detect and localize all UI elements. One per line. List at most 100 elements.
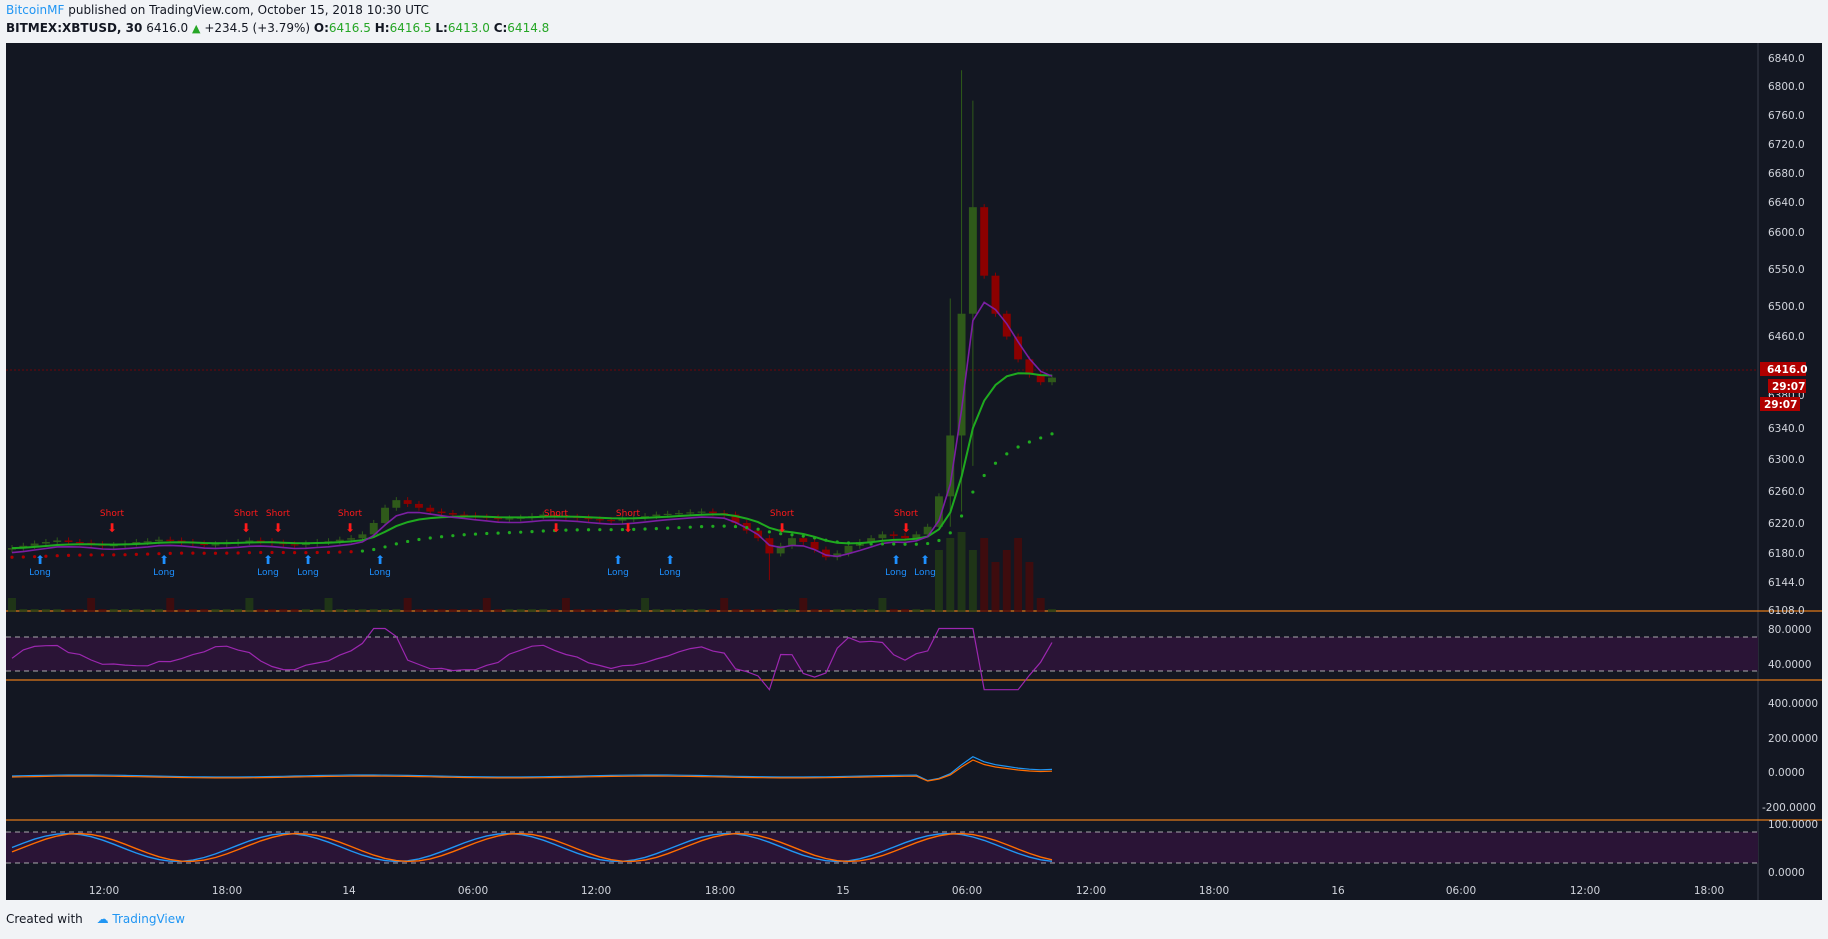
candle-body	[833, 553, 842, 558]
price-tick: 6108.0	[1768, 605, 1805, 617]
trailing-stop-dot	[10, 555, 14, 559]
chart-background	[6, 43, 1758, 900]
volume-bar	[595, 609, 604, 612]
trailing-stop-dot	[959, 514, 964, 518]
chart-canvas[interactable]: Short ⬇ Short ⬇ Short ⬇ Short ⬇ Short ⬇ Short ⬇ Shor…	[0, 0, 1828, 900]
price-tick: 6550.0	[1768, 264, 1805, 276]
volume-bar	[742, 609, 751, 612]
tradingview-logo-icon[interactable]: ☁	[96, 912, 109, 926]
high-label: H:	[374, 21, 390, 35]
trailing-stop-dot	[699, 525, 704, 529]
price-tick: 6460.0	[1768, 331, 1805, 343]
volume-bar	[392, 609, 401, 612]
volume-bar	[121, 609, 129, 612]
candle-body	[448, 513, 457, 515]
trailing-stop-dot	[372, 547, 376, 552]
volume-bar	[268, 609, 276, 612]
open-value: 6416.5	[328, 21, 371, 35]
price-tick: 6800.0	[1768, 81, 1805, 93]
candle-body	[143, 541, 152, 543]
volume-bar	[155, 609, 163, 612]
trailing-stop-dot	[89, 553, 93, 557]
time-tick: 16	[1331, 885, 1345, 897]
candle-body	[1048, 377, 1056, 383]
volume-bar	[471, 609, 480, 612]
volume-bar	[867, 609, 876, 612]
volume-bar	[968, 550, 977, 612]
trailing-stop-dot	[202, 551, 206, 555]
author-link[interactable]: BitcoinMF	[6, 3, 65, 17]
candle-body	[166, 539, 175, 541]
trailing-stop-dot	[406, 539, 410, 544]
candle-body	[494, 517, 503, 520]
candle-body	[799, 538, 808, 542]
long-arrow-icon: ⬆	[303, 553, 313, 567]
volume-bar	[222, 609, 231, 612]
candle-body	[369, 522, 378, 535]
candle-body	[290, 544, 299, 546]
volume-bar	[324, 598, 333, 612]
volume-bar	[550, 609, 559, 612]
volume-bar	[788, 609, 796, 612]
volume-bar	[335, 609, 344, 612]
countdown-tag	[1768, 379, 1806, 393]
price-tick: 6840.0	[1768, 53, 1805, 65]
volume-bar	[143, 609, 152, 612]
up-arrow-icon: ▲	[192, 22, 201, 35]
candle-body	[381, 507, 389, 523]
volume-bar	[426, 609, 435, 612]
candle-body	[415, 503, 423, 508]
volume-bar	[539, 609, 548, 612]
price-tick: 6340.0	[1768, 423, 1805, 435]
trailing-stop-dot	[134, 552, 138, 557]
candle-body	[358, 534, 367, 539]
trailing-stop-dot	[846, 541, 851, 545]
trailing-stop-dot	[1027, 440, 1031, 444]
trailing-stop-dot	[722, 524, 726, 528]
volume-bar	[980, 538, 989, 612]
trailing-stop-dot	[349, 550, 353, 554]
candle-body	[426, 507, 435, 512]
trailing-stop-dot	[1016, 445, 1020, 449]
trailing-stop-dot	[688, 525, 692, 529]
candle-body	[1025, 359, 1034, 375]
candle-body	[403, 500, 412, 504]
volume-bar	[290, 609, 299, 612]
tradingview-brand-link[interactable]: TradingView	[112, 912, 185, 926]
long-signal-label: Long	[659, 568, 681, 578]
candle-body	[867, 538, 876, 542]
volume-bar	[177, 609, 186, 612]
long-signal-label: Long	[257, 568, 279, 578]
trailing-stop-dot	[213, 551, 218, 555]
volume-bar	[369, 609, 378, 612]
rsi-tick: 40.0000	[1768, 659, 1811, 671]
stoch-tick: 100.0000	[1768, 819, 1818, 831]
volume-bar	[505, 609, 514, 612]
candle-body	[663, 513, 672, 516]
volume-bar	[234, 609, 243, 612]
long-arrow-icon: ⬆	[665, 553, 675, 567]
trailing-stop-dot	[654, 526, 658, 531]
trailing-stop-dot	[338, 550, 342, 554]
price-tick: 6180.0	[1768, 548, 1805, 560]
volume-bar	[821, 609, 830, 612]
volume-bar	[98, 609, 107, 612]
short-signal-label: Short	[266, 509, 291, 519]
stoch-d-line	[11, 832, 1053, 863]
candle-body	[8, 548, 16, 550]
price-tick: 6500.0	[1768, 301, 1805, 313]
trailing-stop-dot	[281, 550, 285, 555]
price-tick: 6680.0	[1768, 168, 1805, 180]
candle-body	[788, 538, 796, 546]
volume-bar	[460, 609, 469, 612]
long-signal-label: Long	[607, 568, 629, 578]
volume-bar	[1014, 538, 1023, 612]
candle-body	[810, 541, 819, 550]
volume-bar	[799, 598, 808, 612]
trailing-stop-dot	[191, 551, 195, 555]
trailing-stop-dot	[1005, 452, 1009, 456]
trailing-stop-dot	[733, 524, 738, 529]
trailing-stop-dot	[666, 526, 670, 530]
volume-bar	[403, 598, 412, 612]
close-value: 6414.8	[507, 21, 550, 35]
